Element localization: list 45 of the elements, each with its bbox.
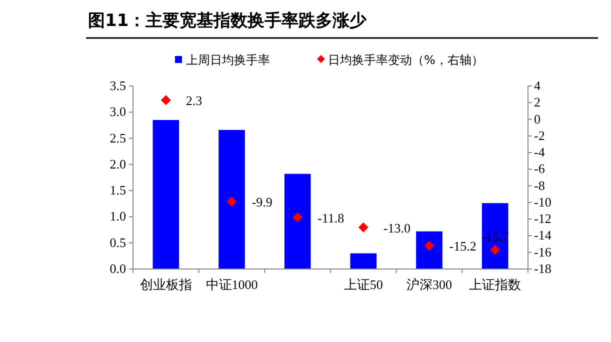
y-tick-label: 1.5 [110,182,126,198]
data-label: -9.9 [252,194,272,210]
y-tick-label: 0.0 [110,261,126,276]
y2-tick-label: -12 [534,211,552,226]
x-tick-label: 沪深300 [406,277,452,292]
x-tick-label: 创业板指 [140,277,192,292]
y2-tick-label: 0 [534,111,540,126]
data-label: -13.0 [383,220,411,236]
y-tick-label: 3.5 [110,78,126,93]
y2-tick-label: -4 [534,144,546,160]
x-tick-label: 上证50 [344,277,383,292]
bar [284,174,311,269]
data-label: -15.7 [482,228,510,244]
legend-label: 上周日均换手率 [186,53,270,67]
point [160,95,171,106]
chart-title: 图11：主要宽基指数换手率跌多涨少 [88,11,368,31]
y2-tick-label: -2 [534,128,545,143]
y2-tick-label: 2 [534,94,540,110]
bar [416,231,442,269]
bar [218,130,245,269]
y-tick-label: 1.0 [110,208,126,224]
y2-tick-label: -10 [534,194,552,210]
y2-tick-label: -16 [534,244,552,260]
y2-tick-label: -6 [534,161,546,176]
y2-tick-label: -14 [534,228,552,243]
data-label: 2.3 [186,93,202,108]
y-tick-label: 3.0 [110,104,126,120]
point [358,222,368,232]
y-tick-label: 0.5 [110,234,126,250]
point [490,244,500,255]
x-tick-label: 上证指数 [469,277,522,292]
bar [482,203,508,269]
data-label: -11.8 [318,210,344,226]
x-tick-label: 中证1000 [206,277,258,292]
y2-tick-label: -8 [534,178,545,193]
y2-tick-label: -18 [534,261,552,276]
bar [152,120,180,269]
y-tick-label: 2.0 [110,156,126,172]
legend-label: 日均换手率变动（%，右轴） [328,53,484,67]
data-label: -15.2 [449,238,476,254]
y-tick-label: 2.5 [110,130,126,146]
point [226,196,237,207]
y2-tick-label: 4 [534,78,541,93]
bar [350,253,377,269]
point [292,212,303,222]
